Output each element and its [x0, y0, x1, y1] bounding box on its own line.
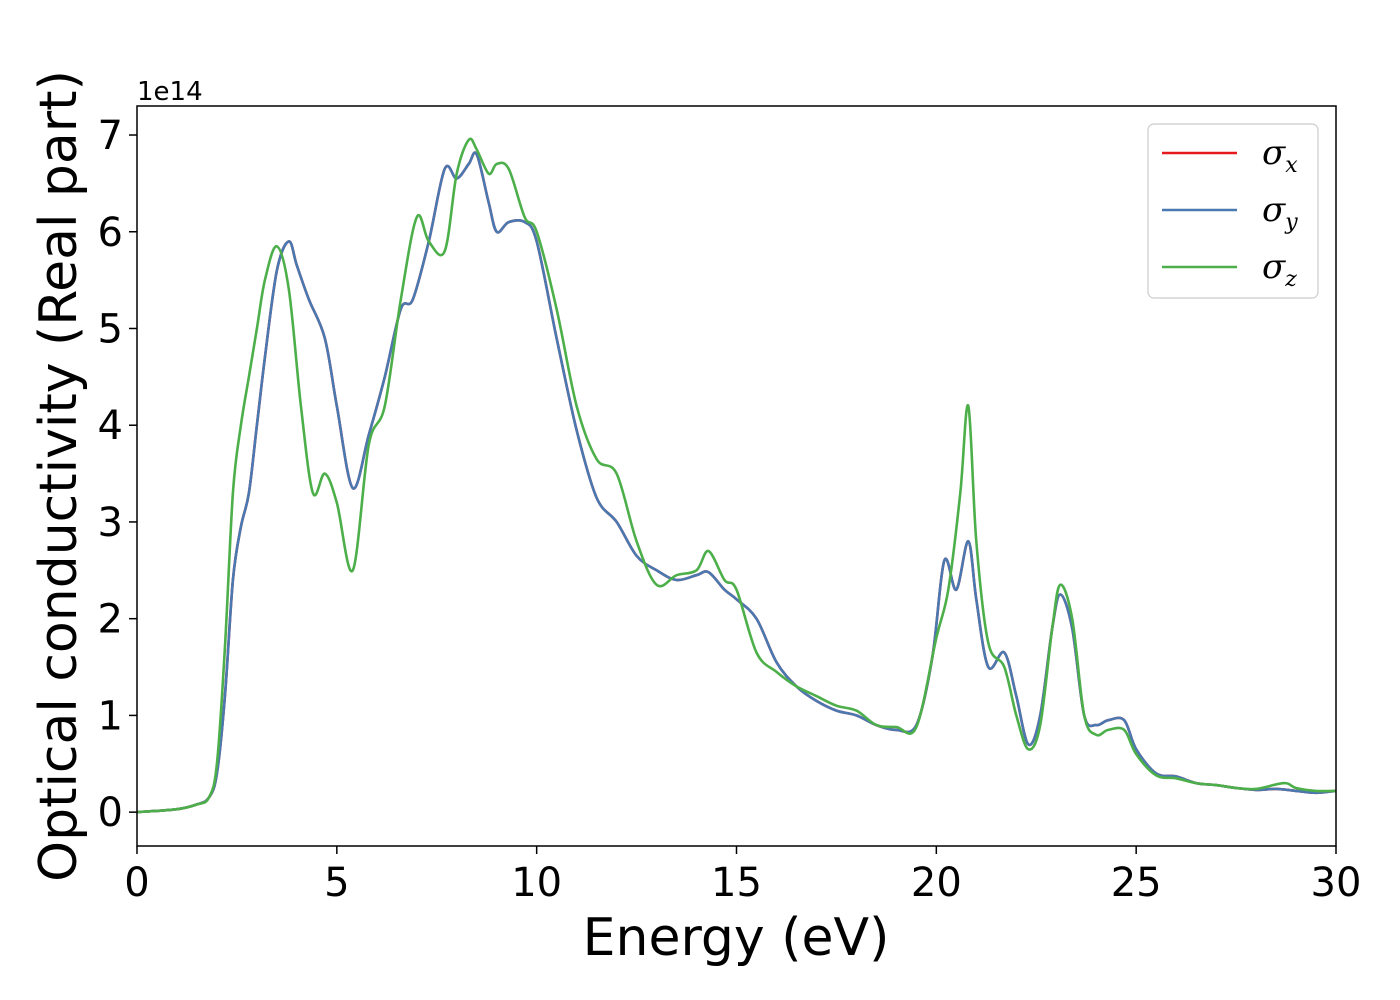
legend-label-y: σy	[1262, 190, 1298, 235]
y-tick-label: 2	[98, 597, 123, 643]
series-line-z	[137, 137, 1336, 814]
legend-label-x: σx	[1262, 133, 1298, 178]
x-axis: 0 5 10 15 20 25 30	[124, 846, 1361, 906]
x-axis-title: Energy (eV)	[583, 908, 890, 968]
y-tick-label: 5	[98, 306, 123, 352]
legend-label-z: σz	[1262, 247, 1297, 292]
series-layer	[137, 137, 1336, 814]
y-tick-label: 4	[98, 403, 123, 449]
y-tick-label: 0	[98, 790, 123, 836]
x-tick-label: 10	[511, 860, 562, 906]
x-tick-label: 5	[324, 860, 349, 906]
x-tick-label: 30	[1311, 860, 1362, 906]
y-tick-label: 6	[98, 210, 123, 256]
y-tick-label: 3	[98, 500, 123, 546]
x-tick-label: 25	[1111, 860, 1162, 906]
series-line-y	[137, 151, 1336, 814]
y-tick-label: 1	[98, 693, 123, 739]
y-offset-label: 1e14	[137, 77, 203, 107]
y-tick-label: 7	[98, 113, 123, 159]
legend: σx σy σz	[1147, 123, 1319, 299]
y-axis: 0 1 2 3 4 5 6 7	[98, 113, 137, 836]
x-tick-label: 20	[911, 860, 962, 906]
x-tick-label: 0	[124, 860, 149, 906]
y-axis-title: Optical conductivity (Real part)	[29, 70, 89, 882]
x-tick-label: 15	[711, 860, 762, 906]
